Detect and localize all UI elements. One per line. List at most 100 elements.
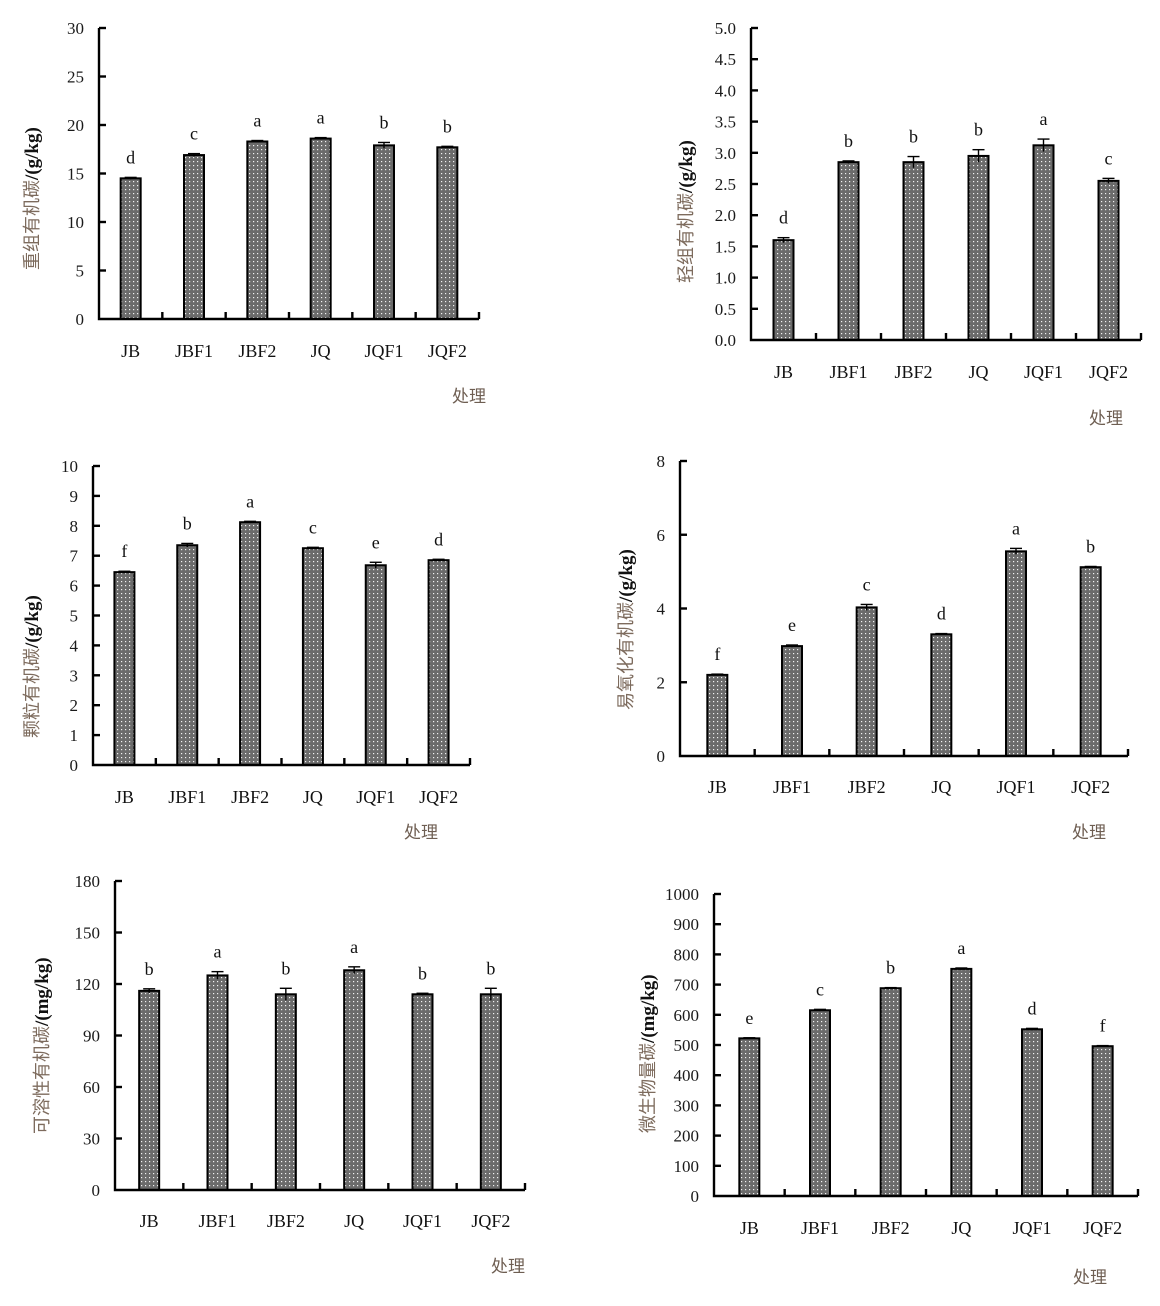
significance-letter: b [486,958,495,978]
significance-letter: a [350,937,358,957]
chart-panel-light-fraction-oc: 轻组有机碳/(g/kg) 处理 0.0 0.5 1.0 1.5 2.0 2.5 3.0 3.5… [676,19,1143,429]
chart-panel-readily-oxidizable-oc: 易氧化有机碳/(g/kg) 处理 0 2 4 6 8 f JB e JBF1 c JBF2 d JQ a J… [616,452,1130,843]
x-category-label: JQF1 [356,787,395,807]
bar-jbf1 [206,974,229,1192]
y-tick-label: 30 [67,19,84,38]
bar-jb [119,177,142,320]
bar-jbf1 [176,544,199,766]
chart-panel-microbial-biomass-c: 微生物量碳/(mg/kg) 处理 0 100 200 300 400 500 600 700 8… [638,885,1140,1288]
chart-panel-heavy-fraction-oc: 重组有机碳/(g/kg) 处理 0 5 10 15 20 25 30 d JB c JBF1 a JBF… [22,19,486,407]
y-tick-label: 8 [657,452,666,471]
significance-letter: b [909,127,918,147]
bar-jbf1 [809,1009,831,1198]
y-tick-label: 400 [674,1066,700,1085]
y-tick-label: 0 [76,310,85,329]
y-axis-title: 重组有机碳/(g/kg) [22,127,43,270]
y-tick-label: 100 [674,1157,700,1176]
bar-jb [706,673,729,757]
y-axis-title: 微生物量碳/(mg/kg) [638,974,659,1133]
significance-letter: c [816,979,824,999]
y-tick-label: 1.0 [715,269,736,288]
y-axis-title-unit: /(mg/kg) [638,974,659,1044]
y-tick-label: 8 [70,517,79,536]
y-axis-title: 可溶性有机碳/(mg/kg) [32,957,53,1134]
y-tick-label: 120 [75,975,101,994]
y-tick-label: 90 [83,1027,100,1046]
x-category-label: JQF1 [996,777,1035,797]
bar-jqf1 [373,144,395,320]
axes [712,894,1138,1198]
x-axis-title: 处理 [452,387,486,407]
y-tick-label: 10 [67,213,84,232]
bar-jbf1 [781,645,803,757]
significance-letter: e [372,532,380,552]
x-category-label: JBF1 [773,777,811,797]
bar-jb [772,239,795,341]
x-category-label: JQF1 [1012,1218,1051,1238]
bar-jbf2 [239,521,262,766]
y-axis-title-text: 可溶性有机碳 [32,1026,53,1134]
axes [749,28,1141,342]
bar-jqf2 [427,559,450,766]
y-tick-label: 150 [75,924,101,943]
x-category-label: JQ [968,362,988,382]
chart-panel-particulate-oc: 颗粒有机碳/(g/kg) 处理 0 1 2 3 4 5 6 7 8 9 10 f JB b JBF1 a JBF… [22,457,472,843]
significance-letter: c [309,517,317,537]
x-category-label: JQF1 [364,341,403,361]
y-tick-label: 500 [674,1036,700,1055]
x-category-label: JQF2 [1089,362,1128,382]
bar-jqf1 [364,564,387,766]
y-tick-label: 0 [691,1187,700,1206]
bar-jbf2 [879,987,902,1197]
significance-letter: a [253,111,261,131]
axes [678,461,1128,758]
y-tick-label: 6 [70,577,79,596]
bar-jbf2 [274,993,297,1191]
y-tick-label: 800 [674,945,700,964]
y-tick-label: 1.5 [715,237,736,256]
y-tick-label: 180 [75,872,101,891]
x-category-label: JBF2 [894,362,932,382]
y-tick-label: 4 [657,600,666,619]
x-category-label: JQ [303,787,323,807]
y-tick-label: 300 [674,1096,700,1115]
y-tick-label: 5 [76,262,85,281]
y-tick-label: 10 [61,457,78,476]
bar-jq [343,969,366,1191]
y-axis-title-unit: /(g/kg) [616,549,637,603]
x-category-label: JQF2 [419,787,458,807]
bar-jbf2 [246,140,269,320]
significance-letter: a [214,942,222,962]
significance-letter: c [190,124,198,144]
significance-letter: f [1100,1016,1106,1036]
significance-letter: a [317,108,325,128]
y-tick-label: 30 [83,1130,100,1149]
bar-jq [950,967,973,1197]
x-category-label: JQF1 [403,1211,442,1231]
x-category-label: JB [740,1218,759,1238]
y-tick-label: 0 [657,747,666,766]
x-axis-title: 处理 [491,1257,525,1277]
x-category-label: JBF1 [829,362,867,382]
significance-letter: d [779,208,788,228]
y-tick-label: 3.0 [715,144,736,163]
y-tick-label: 2.5 [715,175,736,194]
bar-jbf1 [837,161,860,341]
significance-letter: a [1040,109,1048,129]
x-category-label: JBF2 [238,341,276,361]
y-tick-label: 4.5 [715,50,736,69]
y-tick-label: 2 [657,673,666,692]
bar-jqf2 [1091,1045,1114,1198]
x-category-label: JQ [344,1211,364,1231]
significance-letter: b [974,120,983,140]
significance-letter: b [1086,536,1095,556]
significance-letter: b [145,959,154,979]
y-tick-label: 1000 [665,885,699,904]
y-tick-label: 0.5 [715,300,736,319]
x-category-label: JQ [951,1218,971,1238]
axes [97,28,479,321]
x-category-label: JQ [311,341,331,361]
y-tick-label: 5.0 [715,19,736,38]
y-tick-label: 900 [674,915,700,934]
